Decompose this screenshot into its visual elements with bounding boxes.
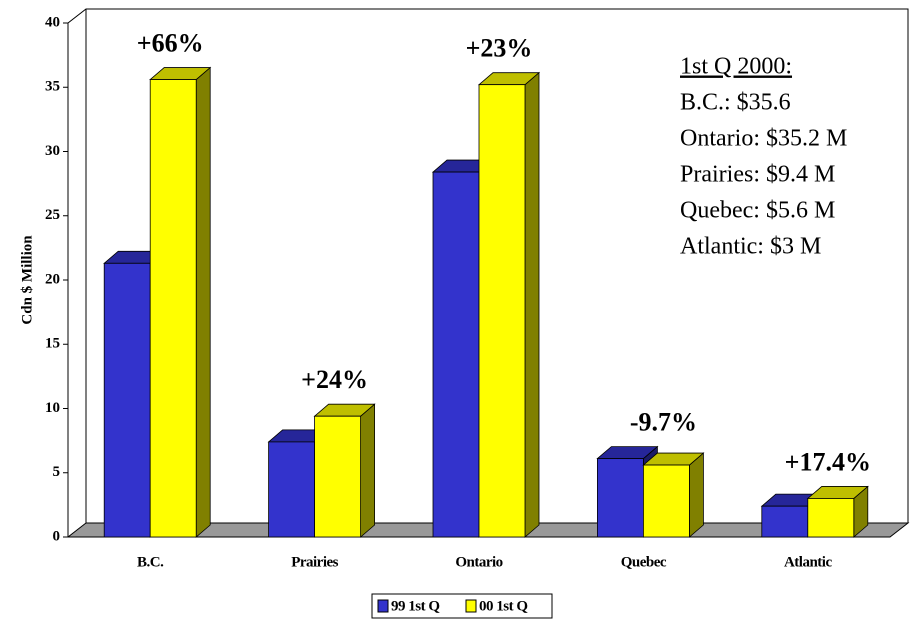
- y-tick-label: 30: [45, 143, 60, 159]
- y-tick-label: 20: [45, 271, 60, 287]
- y-tick-label: 10: [45, 400, 60, 416]
- y-tick-label: 0: [53, 528, 61, 544]
- y-tick-label: 25: [45, 207, 60, 223]
- x-tick-label: B.C.: [137, 554, 164, 570]
- legend-label: 00 1st Q: [479, 598, 528, 614]
- annotation: +24%: [301, 365, 368, 394]
- bar-front: [643, 464, 690, 538]
- note-line: B.C.: $35.6: [680, 90, 791, 116]
- annotation: +17.4%: [785, 447, 871, 476]
- x-tick-label: Ontario: [455, 554, 502, 570]
- x-tick-label: Prairies: [291, 554, 338, 570]
- bar-front: [314, 415, 362, 538]
- note-line: Quebec: $5.6 M: [680, 198, 835, 224]
- bar-front: [761, 505, 809, 538]
- bar-front: [149, 79, 197, 538]
- bar-front: [432, 171, 480, 538]
- bar-front: [597, 458, 644, 538]
- legend-box: [371, 593, 553, 619]
- bar-side: [689, 452, 704, 538]
- bar: [149, 66, 212, 538]
- note-line: Atlantic: $3 M: [680, 234, 821, 260]
- annotation: +23%: [466, 34, 533, 63]
- y-tick-label: 15: [45, 336, 60, 352]
- x-tick-label: Quebec: [621, 554, 667, 570]
- y-tick-label: 5: [53, 464, 61, 480]
- annotation: -9.7%: [630, 408, 697, 437]
- bar: [806, 485, 869, 538]
- note-line: 1st Q 2000:: [680, 54, 792, 80]
- annotation: +66%: [137, 29, 204, 58]
- bar-front: [478, 84, 526, 538]
- bar-front: [103, 262, 151, 538]
- legend-swatch: [377, 599, 389, 613]
- bar: [642, 452, 705, 538]
- bar: [313, 403, 376, 538]
- bar: [477, 71, 541, 538]
- note-line: Prairies: $9.4 M: [680, 162, 835, 188]
- bar-side: [524, 71, 540, 538]
- note-line: Ontario: $35.2 M: [680, 126, 847, 152]
- bar-side: [195, 66, 211, 538]
- x-tick-label: Atlantic: [784, 554, 833, 570]
- legend: 99 1st Q 00 1st Q: [371, 593, 553, 619]
- y-tick-label: 40: [45, 14, 60, 30]
- bar-front: [268, 441, 316, 538]
- bar-front: [807, 498, 855, 538]
- y-axis-label: Cdn $ Million: [19, 235, 35, 325]
- bar-side: [360, 403, 376, 538]
- legend-label: 99 1st Q: [391, 598, 440, 614]
- legend-swatch: [465, 599, 477, 613]
- y-tick-label: 35: [45, 79, 60, 95]
